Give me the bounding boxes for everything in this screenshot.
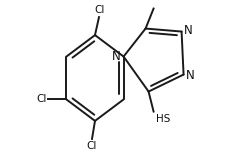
Text: Cl: Cl — [87, 141, 97, 151]
Text: HS: HS — [156, 114, 170, 124]
Text: Cl: Cl — [95, 5, 105, 15]
Text: N: N — [186, 69, 194, 82]
Text: N: N — [112, 50, 121, 63]
Text: N: N — [183, 24, 192, 37]
Text: Cl: Cl — [36, 94, 46, 105]
